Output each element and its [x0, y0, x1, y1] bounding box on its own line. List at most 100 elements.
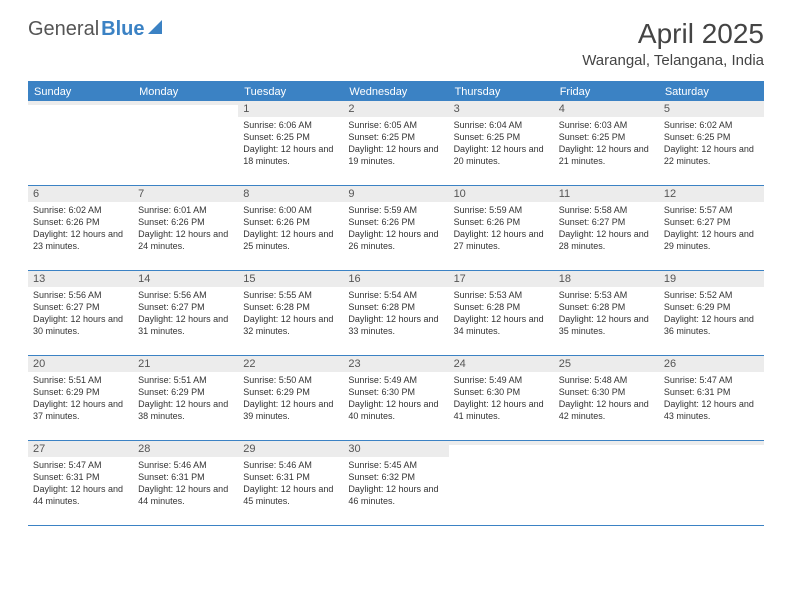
- day-info: Sunrise: 5:59 AMSunset: 6:26 PMDaylight:…: [343, 202, 448, 257]
- day-number: 3: [449, 101, 554, 117]
- day-cell: 9Sunrise: 5:59 AMSunset: 6:26 PMDaylight…: [343, 186, 448, 270]
- day-info: Sunrise: 6:00 AMSunset: 6:26 PMDaylight:…: [238, 202, 343, 257]
- day-cell: 21Sunrise: 5:51 AMSunset: 6:29 PMDayligh…: [133, 356, 238, 440]
- calendar: SundayMondayTuesdayWednesdayThursdayFrid…: [28, 81, 764, 526]
- day-info: Sunrise: 6:02 AMSunset: 6:25 PMDaylight:…: [659, 117, 764, 172]
- day-number: 19: [659, 271, 764, 287]
- day-cell: 10Sunrise: 5:59 AMSunset: 6:26 PMDayligh…: [449, 186, 554, 270]
- day-cell: 12Sunrise: 5:57 AMSunset: 6:27 PMDayligh…: [659, 186, 764, 270]
- day-number: [133, 101, 238, 105]
- day-number: 27: [28, 441, 133, 457]
- dayname-saturday: Saturday: [659, 83, 764, 101]
- week-row: 6Sunrise: 6:02 AMSunset: 6:26 PMDaylight…: [28, 186, 764, 271]
- day-number: 5: [659, 101, 764, 117]
- day-info: Sunrise: 5:48 AMSunset: 6:30 PMDaylight:…: [554, 372, 659, 427]
- day-cell: 28Sunrise: 5:46 AMSunset: 6:31 PMDayligh…: [133, 441, 238, 525]
- logo-triangle-icon: [148, 20, 162, 34]
- day-info: Sunrise: 5:58 AMSunset: 6:27 PMDaylight:…: [554, 202, 659, 257]
- day-number: 14: [133, 271, 238, 287]
- month-title: April 2025: [582, 18, 764, 50]
- day-number: 25: [554, 356, 659, 372]
- day-info: Sunrise: 5:52 AMSunset: 6:29 PMDaylight:…: [659, 287, 764, 342]
- day-info: Sunrise: 5:53 AMSunset: 6:28 PMDaylight:…: [554, 287, 659, 342]
- day-number: 7: [133, 186, 238, 202]
- day-info: Sunrise: 5:46 AMSunset: 6:31 PMDaylight:…: [238, 457, 343, 512]
- day-number: 15: [238, 271, 343, 287]
- day-number: 30: [343, 441, 448, 457]
- day-cell: 7Sunrise: 6:01 AMSunset: 6:26 PMDaylight…: [133, 186, 238, 270]
- logo-text-general: General: [28, 18, 99, 41]
- day-number: 1: [238, 101, 343, 117]
- day-info: Sunrise: 5:57 AMSunset: 6:27 PMDaylight:…: [659, 202, 764, 257]
- week-row: 20Sunrise: 5:51 AMSunset: 6:29 PMDayligh…: [28, 356, 764, 441]
- day-cell: 18Sunrise: 5:53 AMSunset: 6:28 PMDayligh…: [554, 271, 659, 355]
- day-cell: [133, 101, 238, 185]
- title-block: April 2025 Warangal, Telangana, India: [582, 18, 764, 69]
- day-number: 20: [28, 356, 133, 372]
- day-info: Sunrise: 6:03 AMSunset: 6:25 PMDaylight:…: [554, 117, 659, 172]
- day-cell: [659, 441, 764, 525]
- day-cell: 5Sunrise: 6:02 AMSunset: 6:25 PMDaylight…: [659, 101, 764, 185]
- day-number: 29: [238, 441, 343, 457]
- day-cell: 2Sunrise: 6:05 AMSunset: 6:25 PMDaylight…: [343, 101, 448, 185]
- day-number: 2: [343, 101, 448, 117]
- day-number: 18: [554, 271, 659, 287]
- day-number: 23: [343, 356, 448, 372]
- day-info: Sunrise: 6:02 AMSunset: 6:26 PMDaylight:…: [28, 202, 133, 257]
- dayname-friday: Friday: [554, 83, 659, 101]
- day-info: Sunrise: 5:59 AMSunset: 6:26 PMDaylight:…: [449, 202, 554, 257]
- day-info: Sunrise: 6:01 AMSunset: 6:26 PMDaylight:…: [133, 202, 238, 257]
- day-number: [28, 101, 133, 105]
- day-number: 11: [554, 186, 659, 202]
- day-info: Sunrise: 5:45 AMSunset: 6:32 PMDaylight:…: [343, 457, 448, 512]
- day-info: Sunrise: 5:50 AMSunset: 6:29 PMDaylight:…: [238, 372, 343, 427]
- day-info: Sunrise: 6:04 AMSunset: 6:25 PMDaylight:…: [449, 117, 554, 172]
- dayname-thursday: Thursday: [449, 83, 554, 101]
- day-info: Sunrise: 6:06 AMSunset: 6:25 PMDaylight:…: [238, 117, 343, 172]
- day-number: 4: [554, 101, 659, 117]
- day-info: Sunrise: 5:54 AMSunset: 6:28 PMDaylight:…: [343, 287, 448, 342]
- day-info: Sunrise: 5:56 AMSunset: 6:27 PMDaylight:…: [133, 287, 238, 342]
- dayname-tuesday: Tuesday: [238, 83, 343, 101]
- day-number: 12: [659, 186, 764, 202]
- day-cell: 16Sunrise: 5:54 AMSunset: 6:28 PMDayligh…: [343, 271, 448, 355]
- day-cell: 4Sunrise: 6:03 AMSunset: 6:25 PMDaylight…: [554, 101, 659, 185]
- day-number: 28: [133, 441, 238, 457]
- day-cell: 29Sunrise: 5:46 AMSunset: 6:31 PMDayligh…: [238, 441, 343, 525]
- day-cell: 19Sunrise: 5:52 AMSunset: 6:29 PMDayligh…: [659, 271, 764, 355]
- day-number: [449, 441, 554, 445]
- day-cell: 22Sunrise: 5:50 AMSunset: 6:29 PMDayligh…: [238, 356, 343, 440]
- header: General Blue April 2025 Warangal, Telang…: [0, 0, 792, 75]
- dayname-sunday: Sunday: [28, 83, 133, 101]
- day-info: Sunrise: 5:51 AMSunset: 6:29 PMDaylight:…: [133, 372, 238, 427]
- day-cell: 15Sunrise: 5:55 AMSunset: 6:28 PMDayligh…: [238, 271, 343, 355]
- day-info: Sunrise: 5:46 AMSunset: 6:31 PMDaylight:…: [133, 457, 238, 512]
- day-info: Sunrise: 5:55 AMSunset: 6:28 PMDaylight:…: [238, 287, 343, 342]
- day-cell: 30Sunrise: 5:45 AMSunset: 6:32 PMDayligh…: [343, 441, 448, 525]
- day-number: [659, 441, 764, 445]
- day-info: Sunrise: 5:49 AMSunset: 6:30 PMDaylight:…: [449, 372, 554, 427]
- day-cell: 3Sunrise: 6:04 AMSunset: 6:25 PMDaylight…: [449, 101, 554, 185]
- day-number: 8: [238, 186, 343, 202]
- dayname-row: SundayMondayTuesdayWednesdayThursdayFrid…: [28, 83, 764, 101]
- day-cell: 6Sunrise: 6:02 AMSunset: 6:26 PMDaylight…: [28, 186, 133, 270]
- day-info: Sunrise: 5:47 AMSunset: 6:31 PMDaylight:…: [28, 457, 133, 512]
- week-row: 13Sunrise: 5:56 AMSunset: 6:27 PMDayligh…: [28, 271, 764, 356]
- day-cell: 27Sunrise: 5:47 AMSunset: 6:31 PMDayligh…: [28, 441, 133, 525]
- day-info: Sunrise: 6:05 AMSunset: 6:25 PMDaylight:…: [343, 117, 448, 172]
- day-cell: [449, 441, 554, 525]
- day-number: 13: [28, 271, 133, 287]
- week-row: 1Sunrise: 6:06 AMSunset: 6:25 PMDaylight…: [28, 101, 764, 186]
- day-cell: [28, 101, 133, 185]
- day-cell: [554, 441, 659, 525]
- day-number: 21: [133, 356, 238, 372]
- day-number: 6: [28, 186, 133, 202]
- logo: General Blue: [28, 18, 162, 41]
- day-cell: 14Sunrise: 5:56 AMSunset: 6:27 PMDayligh…: [133, 271, 238, 355]
- day-cell: 11Sunrise: 5:58 AMSunset: 6:27 PMDayligh…: [554, 186, 659, 270]
- day-number: 9: [343, 186, 448, 202]
- day-number: 16: [343, 271, 448, 287]
- day-info: Sunrise: 5:56 AMSunset: 6:27 PMDaylight:…: [28, 287, 133, 342]
- day-cell: 20Sunrise: 5:51 AMSunset: 6:29 PMDayligh…: [28, 356, 133, 440]
- dayname-wednesday: Wednesday: [343, 83, 448, 101]
